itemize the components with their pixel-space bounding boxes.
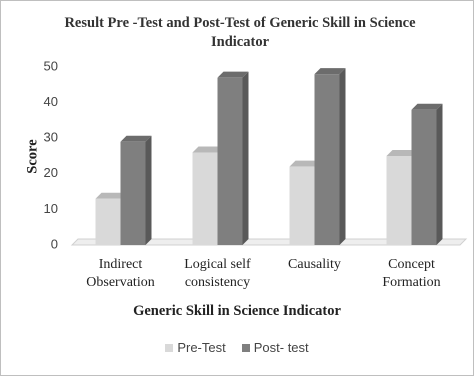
bar-top [411,103,443,110]
legend-label: Pre-Test [177,340,226,355]
bar [386,156,412,245]
x-tick-label: Logical self consistency [184,257,251,290]
bar [192,152,218,245]
y-tick-label: 40 [44,94,58,109]
bar [217,77,243,246]
bar-top [386,150,418,156]
bar-top [289,160,321,167]
y-axis-title: Score [24,139,41,174]
y-tick-label: 20 [44,165,58,180]
x-tick-label: Causality [288,257,341,272]
bar-side [145,135,152,245]
bar-side [242,71,249,246]
bar-top [314,68,346,75]
bar-side [339,68,346,246]
legend-label: Post- test [253,340,309,355]
legend-swatch [241,344,250,352]
legend-item: Post- test [241,340,309,355]
legend-swatch [165,344,174,352]
y-tick-label: 30 [44,130,58,145]
x-tick-label: Concept Formation [382,257,441,290]
legend: Pre-Test Post- test [0,340,474,355]
bar [95,198,121,245]
y-tick-label: 10 [44,201,58,216]
bar-top [217,71,249,78]
y-tick-label: 50 [44,58,58,73]
bar-top [95,192,127,199]
bar [314,74,340,246]
y-tick-label: 0 [51,236,58,251]
bar-top [120,135,152,142]
bar [120,141,146,245]
chart-title: Result Pre -Test and Post-Test of Generi… [64,15,416,50]
x-tick-label: Indirect Observation [86,257,155,290]
legend-item: Pre-Test [165,340,226,355]
bar [289,166,315,245]
bar-top [192,146,224,153]
bar-side [436,103,443,245]
bar [411,109,437,245]
x-axis-title: Generic Skill in Science Indicator [133,303,341,319]
